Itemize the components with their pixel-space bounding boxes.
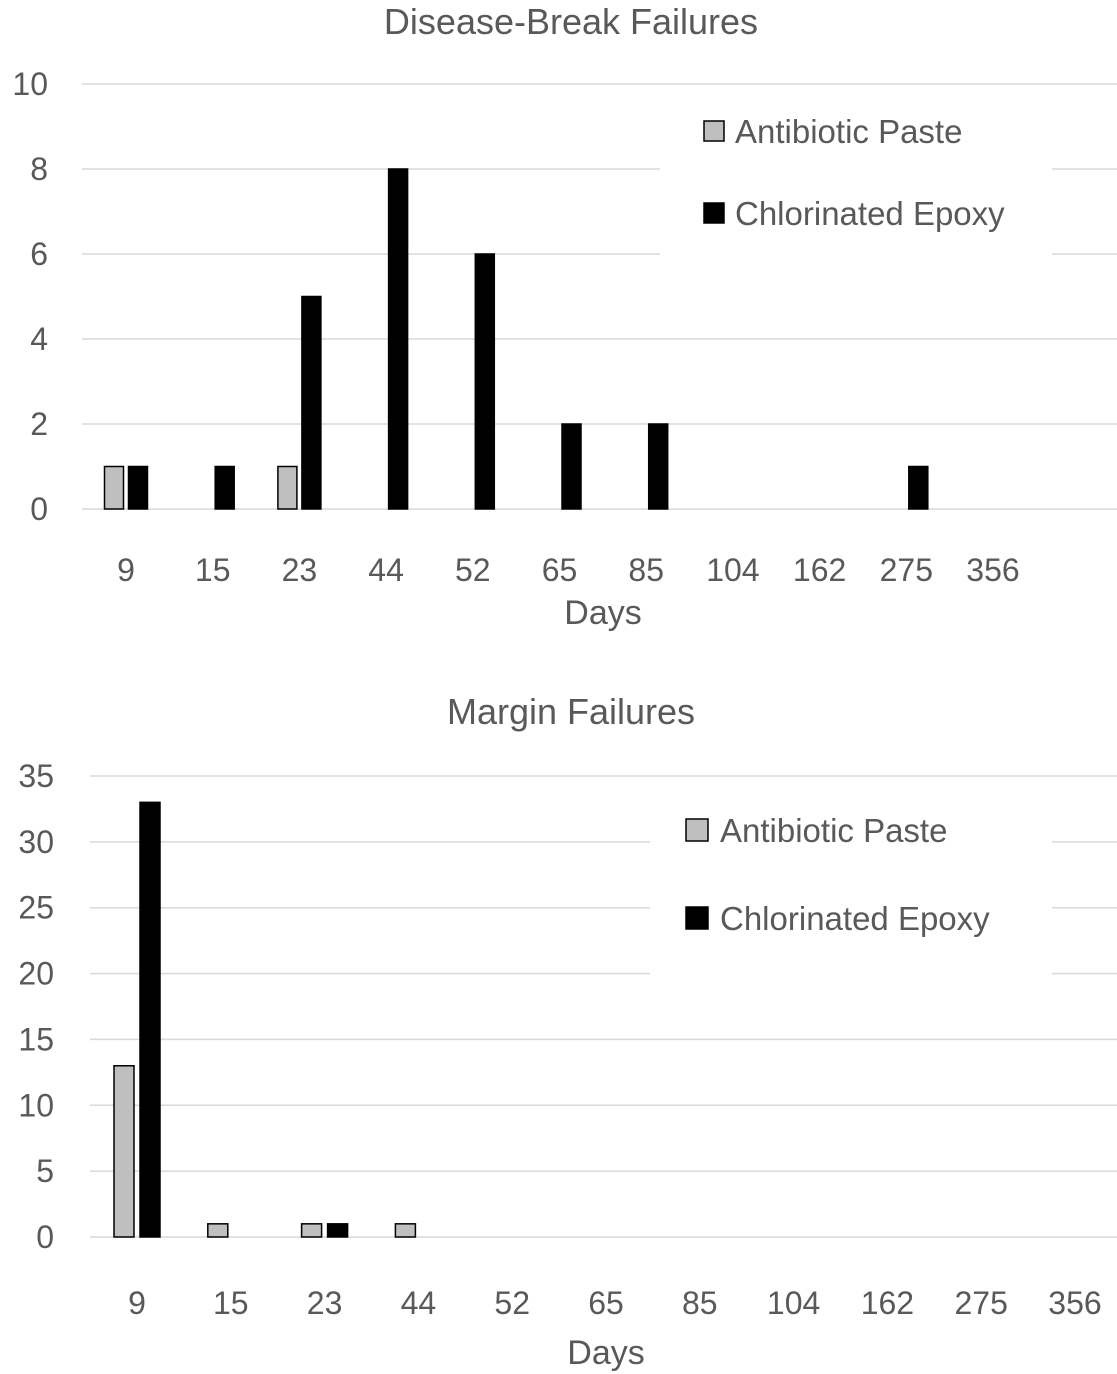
x-axis-label: Days: [564, 594, 641, 632]
y-tick-label: 10: [18, 1087, 54, 1123]
bar-chlorinated-epoxy: [127, 465, 149, 510]
bar-chlorinated-epoxy: [139, 801, 161, 1238]
y-tick-label: 2: [30, 406, 48, 442]
chart-title: Margin Failures: [447, 691, 695, 732]
legend-swatch-chlorinated-epoxy: [703, 202, 725, 224]
bar-chlorinated-epoxy: [387, 168, 409, 510]
y-tick-label: 0: [30, 491, 48, 527]
bar-antibiotic-paste: [277, 465, 298, 510]
y-tick-label: 5: [36, 1153, 54, 1189]
legend-background: [650, 798, 1052, 978]
x-tick-label: 104: [767, 1285, 820, 1321]
bar-chlorinated-epoxy: [214, 465, 235, 510]
x-tick-label: 23: [282, 552, 318, 588]
bar-chlorinated-epoxy: [561, 423, 582, 510]
x-tick-label: 65: [542, 552, 578, 588]
x-tick-label: 23: [307, 1285, 343, 1321]
x-tick-label: 9: [117, 552, 135, 588]
x-tick-label: 44: [368, 552, 404, 588]
x-tick-label: 85: [682, 1285, 718, 1321]
bar-chlorinated-epoxy: [301, 295, 322, 510]
bar-chlorinated-epoxy: [908, 465, 929, 510]
y-tick-label: 25: [18, 890, 54, 926]
legend-label-antibiotic-paste: Antibiotic Paste: [720, 812, 947, 849]
bar-antibiotic-paste: [300, 1223, 323, 1238]
bar-antibiotic-paste: [207, 1223, 229, 1238]
x-tick-label: 15: [213, 1285, 249, 1321]
y-tick-label: 8: [30, 151, 48, 187]
x-tick-label: 52: [455, 552, 491, 588]
bar-chlorinated-epoxy: [326, 1223, 349, 1238]
x-tick-label: 44: [401, 1285, 437, 1321]
x-tick-label: 275: [955, 1285, 1008, 1321]
y-tick-label: 35: [18, 758, 54, 794]
bar-antibiotic-paste: [394, 1223, 417, 1238]
legend-swatch-antibiotic-paste: [703, 120, 725, 142]
bar-chlorinated-epoxy: [647, 423, 669, 510]
x-tick-label: 162: [861, 1285, 914, 1321]
legend: Antibiotic Paste Chlorinated Epoxy: [685, 812, 990, 937]
bar-antibiotic-paste: [113, 1065, 135, 1238]
x-tick-label: 162: [793, 552, 846, 588]
legend-label-chlorinated-epoxy: Chlorinated Epoxy: [735, 195, 1005, 232]
x-tick-label: 275: [880, 552, 933, 588]
x-tick-label: 15: [195, 552, 231, 588]
x-tick-label: 9: [128, 1285, 146, 1321]
disease-break-chart: Disease-Break Failures 0 2 4 6 8 10 9 15 23 44 52…: [12, 1, 1117, 632]
legend-background: [660, 100, 1052, 260]
bar-antibiotic-paste: [103, 465, 125, 510]
legend-label-chlorinated-epoxy: Chlorinated Epoxy: [720, 900, 990, 937]
x-tick-label: 356: [1048, 1285, 1101, 1321]
y-tick-label: 0: [36, 1219, 54, 1255]
chart-title: Disease-Break Failures: [384, 1, 758, 42]
y-tick-label: 10: [12, 66, 48, 102]
x-tick-label: 356: [966, 552, 1019, 588]
legend-swatch-chlorinated-epoxy: [685, 906, 709, 930]
x-tick-label: 52: [494, 1285, 530, 1321]
y-tick-label: 4: [30, 321, 48, 357]
y-tick-label: 30: [18, 824, 54, 860]
x-tick-label: 104: [706, 552, 759, 588]
y-tick-label: 20: [18, 956, 54, 992]
legend: Antibiotic Paste Chlorinated Epoxy: [703, 113, 1005, 232]
y-tick-label: 6: [30, 236, 48, 272]
x-axis-label: Days: [567, 1334, 644, 1372]
y-tick-label: 15: [18, 1021, 54, 1057]
x-tick-label: 85: [628, 552, 664, 588]
legend-swatch-antibiotic-paste: [685, 818, 709, 842]
margin-failures-chart: Margin Failures 0 5 10 15 20 25 30 35 9 15 23 44 52…: [18, 691, 1117, 1372]
legend-label-antibiotic-paste: Antibiotic Paste: [735, 113, 962, 150]
bar-chlorinated-epoxy: [474, 253, 496, 510]
x-tick-label: 65: [588, 1285, 624, 1321]
